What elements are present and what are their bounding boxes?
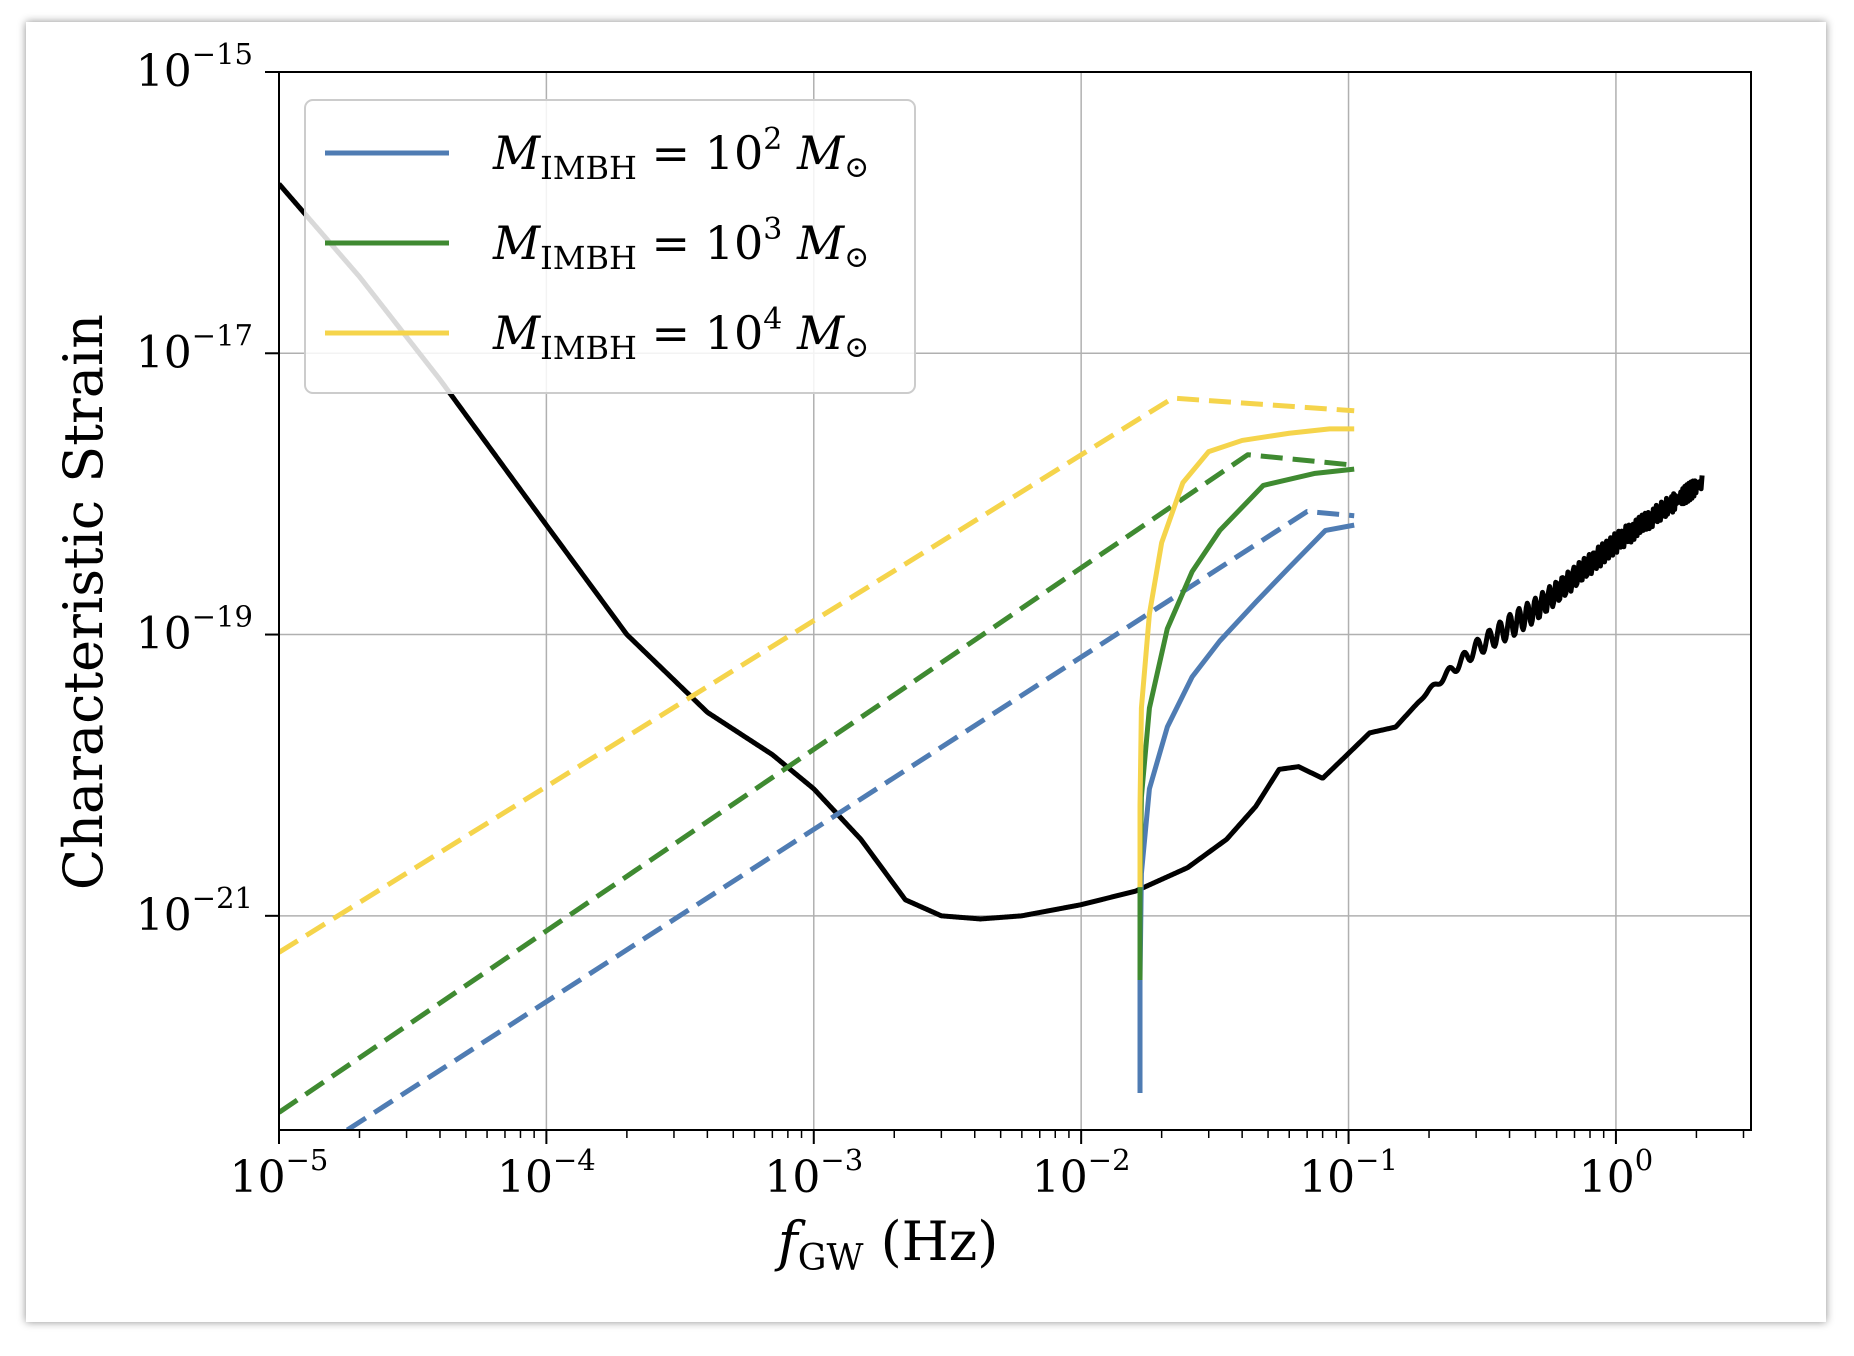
series-line-1 (345, 508, 1355, 1130)
x-tick-label: 10−5 (230, 1143, 329, 1203)
x-axis-title: fGW (Hz) (774, 1210, 999, 1279)
chart-svg: 10−5 10−4 10−3 10−2 10−1 100 10−21 10−19 10−17 10… (52, 37, 1752, 1279)
series-line-0 (279, 182, 1705, 922)
y-tick-label: 10−19 (136, 600, 253, 660)
legend-label: MIMBH = 102 M⊙ (492, 122, 869, 187)
plot-area-border (278, 71, 1752, 1131)
x-tick-label: 100 (1579, 1143, 1653, 1203)
svg-text:fGW (Hz): fGW (Hz) (774, 1210, 999, 1279)
legend: MIMBH = 102 M⊙ MIMBH = 103 M⊙ MIMBH = 104 … (304, 99, 916, 394)
series-line-6 (1137, 426, 1355, 888)
x-tick-label: 10−1 (1299, 1143, 1398, 1203)
legend-box (304, 99, 916, 394)
x-tick-label: 10−3 (764, 1143, 863, 1203)
series-layer (279, 182, 1705, 1130)
y-tick-label: 10−17 (136, 318, 253, 378)
y-axis-title: Characteristic Strain (52, 314, 115, 890)
ticks: 10−5 10−4 10−3 10−2 10−1 100 10−21 10−19 10−17 10… (136, 37, 1745, 1203)
x-tick-label: 10−2 (1032, 1143, 1131, 1203)
y-tick-label: 10−15 (136, 37, 253, 97)
x-tick-label: 10−4 (497, 1143, 596, 1203)
series-line-4 (1137, 522, 1355, 1093)
figure-frame: 10−5 10−4 10−3 10−2 10−1 100 10−21 10−19 10−17 10… (26, 22, 1826, 1322)
legend-label: MIMBH = 104 M⊙ (492, 302, 869, 367)
series-line-2 (279, 452, 1355, 1115)
series-line-5 (1137, 466, 1355, 980)
y-tick-label: 10−21 (136, 881, 253, 941)
legend-label: MIMBH = 103 M⊙ (492, 212, 869, 277)
series-line-3 (279, 395, 1355, 955)
